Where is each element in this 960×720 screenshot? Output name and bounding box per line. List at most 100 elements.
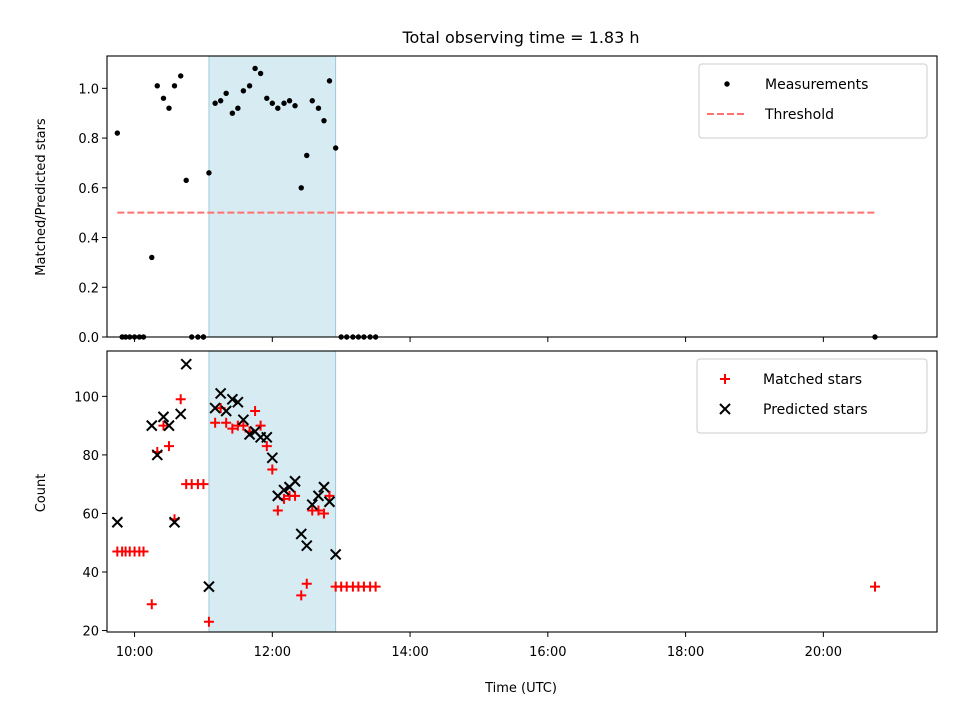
data-point: [246, 83, 253, 89]
x-axis-label: Time (UTC): [484, 681, 557, 696]
data-point: [227, 423, 238, 434]
data-point: [235, 105, 241, 111]
data-point: [289, 475, 301, 487]
data-point: [323, 496, 336, 508]
data-point: [296, 590, 307, 601]
data-point: [321, 117, 327, 124]
data-point: [160, 95, 167, 101]
y-tick-label: 0.4: [78, 232, 99, 247]
data-point: [154, 83, 160, 89]
data-point: [312, 490, 325, 502]
series-measurements: [114, 65, 878, 340]
data-point: [370, 581, 381, 592]
x-tick-label: 16:00: [529, 645, 566, 660]
data-point: [301, 539, 313, 552]
y-tick-label: 80: [82, 449, 99, 464]
legend: Measurements Threshold: [698, 63, 928, 139]
data-point: [313, 505, 324, 516]
legend-marker: [724, 81, 730, 87]
data-point: [332, 145, 339, 151]
data-point: [174, 408, 187, 420]
data-point: [171, 83, 178, 89]
data-point: [138, 546, 149, 557]
legend-label: Measurements: [765, 77, 868, 93]
data-point: [298, 185, 304, 191]
y-tick-label: 0.0: [78, 331, 99, 346]
data-point: [146, 599, 157, 610]
data-point: [275, 105, 281, 111]
y-tick-label: 0.8: [78, 132, 99, 147]
data-point: [870, 581, 881, 592]
x-tick-label: 18:00: [667, 645, 704, 660]
data-point: [203, 580, 215, 593]
data-point: [243, 428, 256, 441]
data-point: [198, 479, 209, 490]
data-point: [255, 420, 266, 431]
x-tick-label: 12:00: [254, 645, 291, 660]
data-point: [146, 419, 158, 432]
data-point: [151, 449, 163, 461]
series-predicted-stars: [111, 358, 342, 593]
data-point: [114, 130, 121, 136]
legend-label: Matched stars: [763, 372, 862, 388]
data-point: [212, 100, 218, 106]
data-point: [240, 88, 247, 94]
data-point: [229, 110, 236, 116]
data-point: [214, 387, 227, 400]
data-point: [203, 616, 214, 627]
legend-label: Threshold: [764, 107, 834, 123]
y-tick-label: 0.6: [78, 182, 99, 197]
data-point: [292, 103, 298, 109]
bottom-y-axis-label: Count: [34, 474, 49, 513]
data-point: [269, 100, 276, 106]
data-point: [178, 73, 184, 79]
data-point: [220, 405, 232, 417]
data-point: [237, 414, 250, 426]
data-point: [210, 417, 221, 428]
data-point: [329, 548, 342, 561]
legend-box: [698, 63, 928, 139]
legend-marker: [719, 403, 731, 415]
data-point: [168, 516, 181, 528]
data-point: [238, 420, 249, 431]
data-point: [295, 528, 307, 540]
data-point: [324, 490, 335, 501]
data-point: [163, 441, 174, 452]
x-tick-label: 10:00: [116, 645, 153, 660]
data-point: [209, 402, 221, 414]
bottom-panel: 20 40 60 80 100 10:00 12:00 14:00 16:00 18:00 20:0…: [74, 350, 938, 660]
data-point: [290, 490, 301, 501]
plot-frame: [106, 55, 938, 338]
y-tick-label: 60: [82, 507, 99, 522]
data-point: [309, 98, 315, 104]
top-panel: 0.0 0.2 0.4 0.6 0.8 1.0 Measurements Threshold: [78, 55, 938, 346]
data-point: [264, 95, 270, 101]
data-point: [206, 170, 212, 176]
data-point: [183, 177, 189, 184]
data-point: [149, 254, 155, 261]
data-point: [252, 65, 258, 72]
data-point: [232, 396, 244, 408]
data-point: [166, 105, 172, 111]
legend-label: Predicted stars: [763, 402, 868, 418]
data-point: [217, 98, 224, 104]
data-point: [226, 393, 239, 406]
data-point: [175, 394, 186, 405]
data-point: [272, 505, 283, 516]
plot-frame: [106, 350, 938, 633]
data-point: [306, 498, 318, 511]
legend-marker: [720, 374, 730, 384]
shaded-span: [208, 55, 337, 338]
data-point: [315, 105, 322, 111]
data-point: [267, 464, 278, 475]
x-tick-label: 14:00: [391, 645, 428, 660]
y-tick-label: 40: [82, 566, 99, 581]
legend-box: [696, 358, 928, 434]
data-point: [318, 481, 330, 493]
data-point: [301, 578, 312, 589]
data-point: [163, 419, 175, 432]
data-point: [158, 420, 169, 431]
data-point: [157, 411, 170, 423]
data-point: [266, 452, 279, 464]
data-point: [326, 78, 333, 84]
